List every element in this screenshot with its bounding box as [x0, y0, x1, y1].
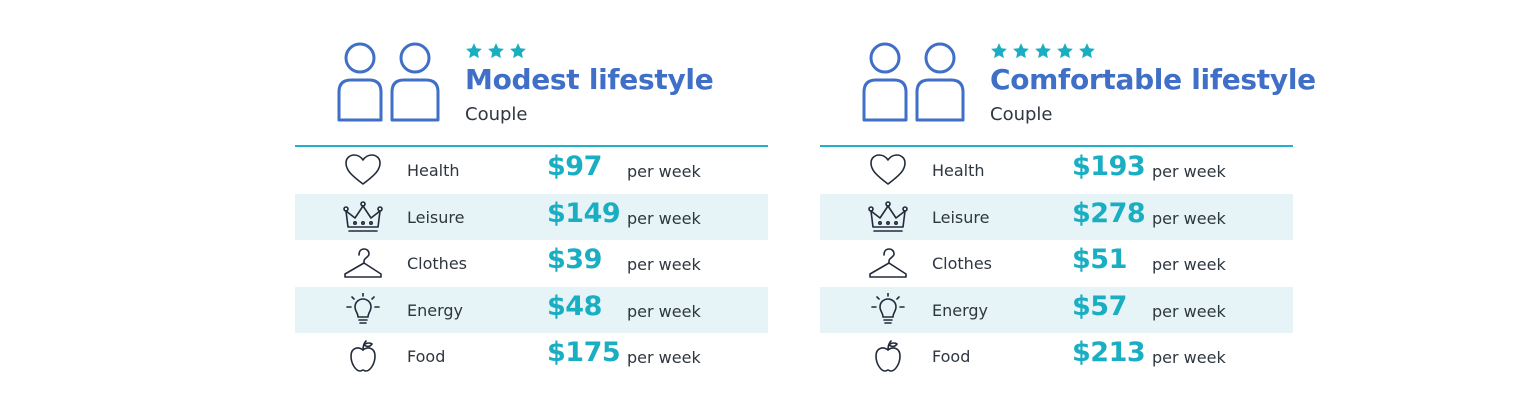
crown-icon	[868, 200, 908, 232]
row-unit: per week	[1152, 348, 1226, 367]
row-label: Health	[407, 161, 460, 180]
panel-subtitle: Couple	[990, 104, 1053, 125]
star-icon	[991, 43, 1007, 59]
row-label: Leisure	[932, 207, 990, 227]
crown-icon	[343, 200, 383, 232]
couple-icon	[862, 42, 965, 122]
row-label: Food	[932, 347, 971, 366]
row-amount: $97	[547, 151, 602, 182]
row-amount: $48	[547, 290, 602, 322]
divider	[295, 145, 768, 147]
row-amount: $149	[547, 197, 621, 229]
expense-row-health: Health $97 per week	[295, 147, 768, 194]
row-unit: per week	[1152, 255, 1226, 274]
lifestyle-card-comfortable: Comfortable lifestyle Couple Health $193…	[820, 0, 1316, 401]
row-unit: per week	[627, 348, 701, 367]
star-icon	[1013, 43, 1029, 59]
hanger-icon	[344, 248, 382, 278]
divider	[820, 145, 1293, 147]
lightbulb-icon	[346, 292, 380, 324]
lifestyle-card-modest: Modest lifestyle Couple Health $97 per w…	[295, 0, 768, 401]
expense-row-clothes: Clothes $39 per week	[295, 240, 768, 287]
row-amount: $213	[1072, 337, 1146, 368]
row-label: Food	[407, 347, 446, 366]
expense-row-energy: Energy $48 per week	[295, 286, 768, 333]
row-unit: per week	[627, 301, 701, 321]
row-unit: per week	[1152, 301, 1226, 321]
expense-row-energy: Energy $57 per week	[820, 286, 1293, 333]
star-rating	[465, 42, 527, 62]
expense-row-clothes: Clothes $51 per week	[820, 240, 1293, 287]
expense-row-leisure: Leisure $149 per week	[295, 193, 768, 240]
expense-row-leisure: Leisure $278 per week	[820, 193, 1293, 240]
panel-title: Comfortable lifestyle	[990, 63, 1316, 96]
row-label: Energy	[407, 300, 464, 320]
expense-row-health: Health $193 per week	[820, 147, 1293, 194]
apple-icon	[875, 340, 901, 372]
star-icon	[1079, 43, 1095, 59]
hanger-icon	[869, 248, 907, 278]
lightbulb-icon	[871, 292, 905, 324]
expense-table: Health $97 per week Leisure $149 per wee…	[295, 147, 768, 380]
panel-subtitle: Couple	[465, 104, 528, 125]
row-label: Energy	[932, 300, 989, 320]
star-icon	[466, 43, 482, 59]
heart-icon	[345, 154, 381, 185]
star-icon	[1035, 43, 1051, 59]
row-unit: per week	[1152, 208, 1226, 228]
star-icon	[1057, 43, 1073, 59]
heart-icon	[870, 154, 906, 185]
row-amount: $51	[1072, 244, 1127, 275]
row-amount: $57	[1072, 290, 1127, 322]
row-unit: per week	[1152, 162, 1226, 181]
row-unit: per week	[627, 208, 701, 228]
row-amount: $193	[1072, 151, 1146, 182]
expense-row-food: Food $175 per week	[295, 333, 768, 380]
row-label: Leisure	[407, 207, 465, 227]
row-label: Clothes	[407, 254, 467, 273]
star-icon	[510, 43, 526, 59]
row-amount: $175	[547, 337, 621, 368]
apple-icon	[350, 340, 376, 372]
row-amount: $39	[547, 244, 602, 275]
panel-title: Modest lifestyle	[465, 63, 714, 96]
star-rating	[990, 42, 1096, 62]
row-unit: per week	[627, 162, 701, 181]
expense-table: Health $193 per week Leisure $278 per we…	[820, 147, 1293, 380]
row-label: Health	[932, 161, 985, 180]
star-icon	[488, 43, 504, 59]
row-amount: $278	[1072, 197, 1146, 229]
couple-icon	[337, 42, 440, 122]
row-label: Clothes	[932, 254, 992, 273]
row-unit: per week	[627, 255, 701, 274]
expense-row-food: Food $213 per week	[820, 333, 1293, 380]
